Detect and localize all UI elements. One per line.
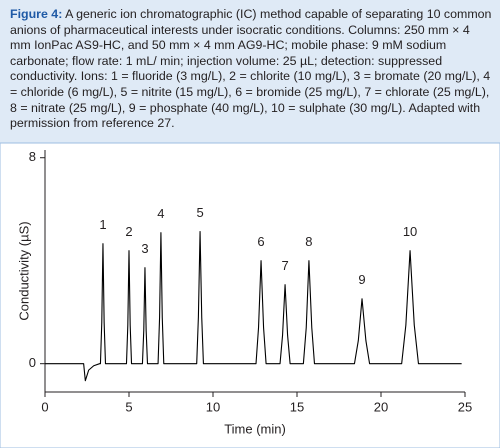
caption: Figure 4: A generic ion chromatographic … (10, 7, 492, 132)
peak-label: 10 (403, 224, 417, 239)
y-tick-label: 0 (29, 355, 36, 370)
x-tick-label: 5 (125, 399, 132, 414)
caption-text: A generic ion chromatographic (IC) metho… (10, 7, 492, 131)
peak-label: 2 (125, 224, 132, 239)
chart-panel (0, 142, 500, 448)
peak-label: 8 (305, 234, 312, 249)
x-tick-label: 25 (458, 399, 472, 414)
peak-label: 5 (196, 205, 203, 220)
y-axis-label: Conductivity (µS) (16, 221, 31, 320)
peak-label: 3 (141, 241, 148, 256)
peak-label: 4 (157, 206, 164, 221)
x-axis-label: Time (min) (224, 421, 286, 436)
x-tick-label: 0 (41, 399, 48, 414)
x-tick-label: 15 (290, 399, 304, 414)
peak-label: 7 (281, 258, 288, 273)
peak-label: 1 (99, 217, 106, 232)
caption-label: Figure 4: (10, 7, 63, 21)
peak-label: 6 (257, 234, 264, 249)
trace (45, 231, 462, 382)
x-tick-label: 10 (206, 399, 220, 414)
y-tick-label: 8 (29, 149, 36, 164)
peak-label: 9 (358, 272, 365, 287)
x-tick-label: 20 (374, 399, 388, 414)
